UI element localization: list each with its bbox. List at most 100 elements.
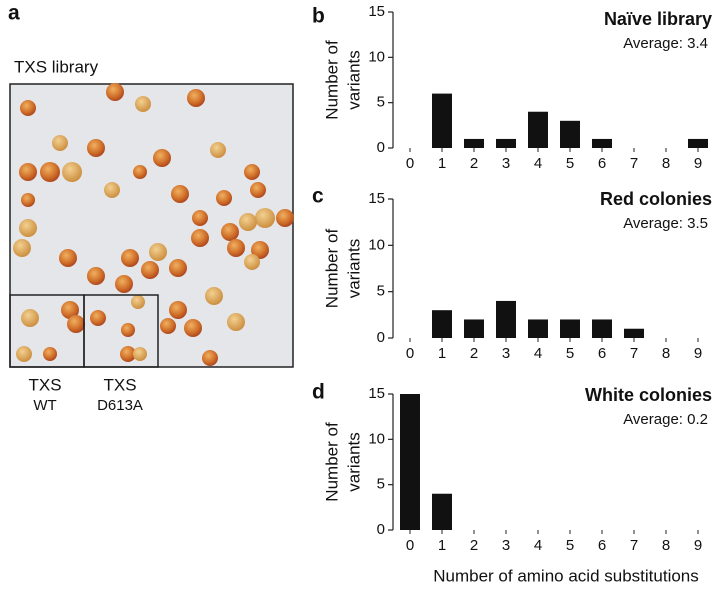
x-tick-label: 5 <box>566 155 574 172</box>
x-tick-label: 9 <box>694 155 702 172</box>
bar <box>560 120 580 148</box>
colony <box>244 254 260 270</box>
colony <box>255 208 275 228</box>
x-tick-label: 6 <box>598 345 606 362</box>
colony <box>187 89 205 107</box>
x-tick-label: 1 <box>438 345 446 362</box>
inset-box <box>83 294 159 368</box>
x-tick-label: 6 <box>598 155 606 172</box>
panel-letter: a <box>8 2 20 25</box>
x-tick-label: 0 <box>406 537 414 554</box>
colony <box>251 241 269 259</box>
chart-title: White colonies <box>585 385 712 405</box>
colony <box>169 301 187 319</box>
colony <box>202 350 218 366</box>
x-tick-label: 6 <box>598 537 606 554</box>
colony <box>133 165 147 179</box>
bar <box>528 111 548 148</box>
colony <box>192 210 208 226</box>
colony <box>141 261 159 279</box>
y-tick-label: 0 <box>377 521 385 538</box>
colony <box>210 142 226 158</box>
colony <box>205 287 223 305</box>
colony <box>21 193 35 207</box>
x-tick-label: 3 <box>502 537 510 554</box>
x-tick-label: 5 <box>566 345 574 362</box>
y-tick-label: 5 <box>377 476 385 493</box>
x-tick-label: 2 <box>470 155 478 172</box>
inset-label: WT <box>33 397 56 414</box>
panel-letter: d <box>312 381 325 404</box>
y-axis-label: variants <box>344 50 363 110</box>
y-tick-label: 15 <box>368 3 385 20</box>
colony <box>21 309 39 327</box>
colony <box>276 209 294 227</box>
colony <box>227 313 245 331</box>
y-tick-label: 5 <box>377 94 385 111</box>
bar <box>432 310 452 338</box>
inset-label: TXS <box>103 375 136 394</box>
chart-subtitle: Average: 0.2 <box>623 411 708 428</box>
bar <box>592 319 612 338</box>
bar <box>592 138 612 148</box>
bar <box>496 300 516 338</box>
chart-title: Naïve library <box>604 9 712 29</box>
x-tick-label: 7 <box>630 537 638 554</box>
bar <box>528 319 548 338</box>
colony <box>171 185 189 203</box>
bar <box>432 493 452 530</box>
colony <box>184 319 202 337</box>
colony <box>87 139 105 157</box>
colony <box>43 347 57 361</box>
y-axis-label: Number of <box>322 40 341 120</box>
bar <box>496 138 516 148</box>
x-tick-label: 4 <box>534 155 542 172</box>
x-tick-label: 5 <box>566 537 574 554</box>
x-tick-label: 4 <box>534 537 542 554</box>
inset-label: D613A <box>97 397 143 414</box>
x-tick-label: 3 <box>502 155 510 172</box>
x-tick-label: 0 <box>406 345 414 362</box>
colony <box>67 315 85 333</box>
panel-letter: c <box>312 185 324 208</box>
colony <box>106 83 124 101</box>
colony <box>13 239 31 257</box>
panel-letter: b <box>312 5 325 28</box>
bar <box>464 138 484 148</box>
x-tick-label: 9 <box>694 537 702 554</box>
colony <box>131 295 145 309</box>
colony <box>62 162 82 182</box>
x-tick-label: 2 <box>470 345 478 362</box>
colony <box>121 323 135 337</box>
x-tick-label: 8 <box>662 537 670 554</box>
colony <box>221 223 239 241</box>
colony <box>19 219 37 237</box>
bar <box>464 319 484 338</box>
bar <box>560 319 580 338</box>
chart-title: Red colonies <box>600 189 712 209</box>
colony <box>59 249 77 267</box>
colony <box>135 96 151 112</box>
colony <box>250 182 266 198</box>
colony <box>52 135 68 151</box>
x-tick-label: 9 <box>694 345 702 362</box>
y-axis-label: variants <box>344 432 363 492</box>
bar <box>432 93 452 148</box>
colony <box>104 182 120 198</box>
inset-label: TXS <box>28 375 61 394</box>
x-tick-label: 3 <box>502 345 510 362</box>
y-axis-label: Number of <box>322 229 341 309</box>
colony <box>40 162 60 182</box>
y-tick-label: 15 <box>368 385 385 402</box>
y-tick-label: 10 <box>368 236 385 253</box>
plate-photo <box>9 83 294 368</box>
bar <box>688 138 708 148</box>
colony <box>227 239 245 257</box>
colony <box>160 318 176 334</box>
colony <box>90 310 106 326</box>
y-tick-label: 15 <box>368 190 385 207</box>
y-tick-label: 0 <box>377 329 385 346</box>
colony <box>216 190 232 206</box>
colony <box>133 347 147 361</box>
